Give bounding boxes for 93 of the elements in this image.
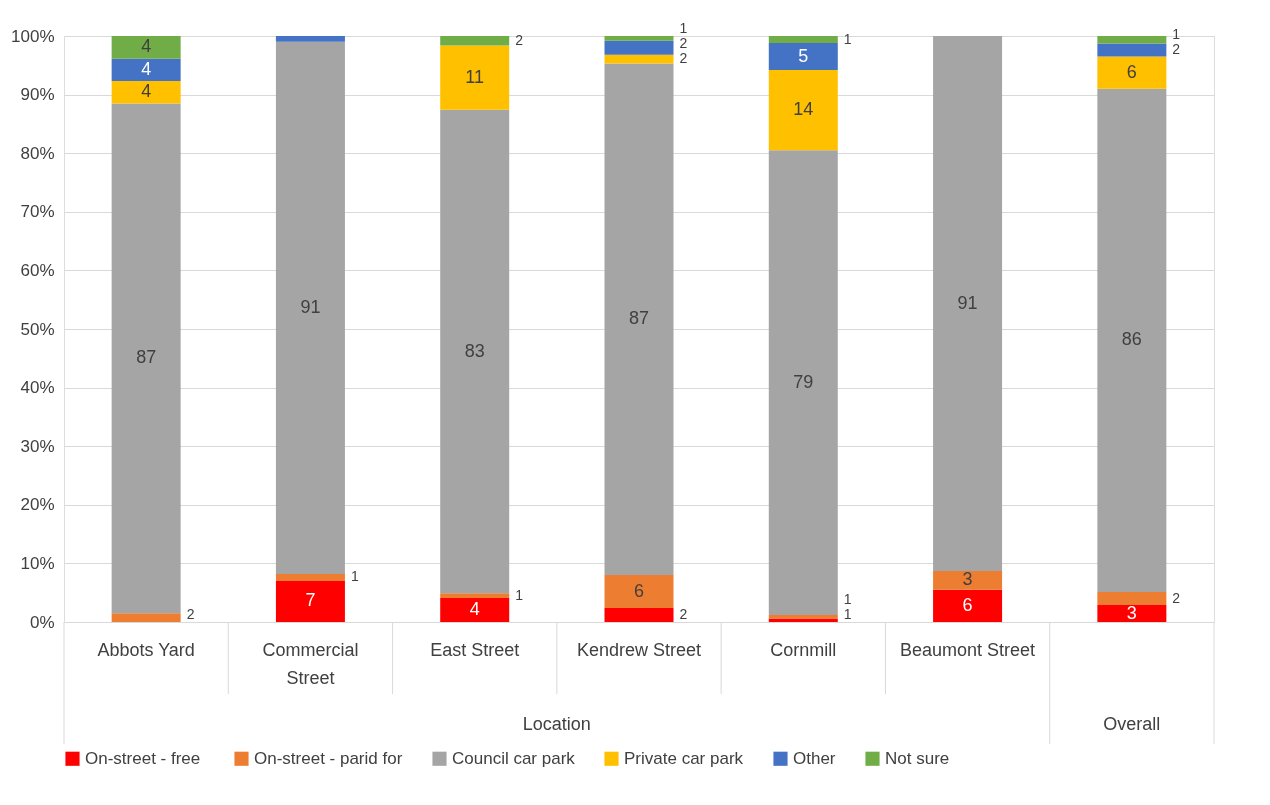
bar [275,573,345,581]
bar [440,593,510,598]
data-label: 2 [679,605,688,622]
x-tick-label: East Street [430,640,520,660]
bar [604,54,674,64]
legend-label: Council car park [452,748,576,768]
bar [768,43,838,70]
y-tick-label: 50% [20,319,55,339]
bar [111,103,181,614]
y-tick-label: 20% [20,495,55,515]
data-label: 87 [628,308,650,329]
bar [768,69,838,151]
y-tick-label: 0% [29,612,55,632]
data-label: 3 [1126,602,1137,623]
bar [111,36,181,59]
data-label: 1 [843,606,852,622]
data-label: 79 [793,371,814,392]
bar [933,36,1003,572]
bar [1097,43,1167,57]
text: Location [522,714,591,734]
bar [111,81,181,104]
data-label: 7 [305,590,316,611]
data-label: 11 [465,66,485,87]
bar [275,580,345,622]
data-label: 1 [515,586,524,603]
y-tick-label: 100% [11,26,55,46]
data-label: 6 [633,580,645,601]
bar [604,607,674,622]
legend-label: On-street - free [85,748,201,768]
data-label: 4 [469,598,480,619]
bar [275,36,345,42]
bar [768,150,838,615]
x-tick-label: Commercial Street [262,640,359,688]
data-label: 91 [300,296,321,317]
bar [933,589,1003,622]
data-label: 1 [350,568,359,585]
y-tick-label: 40% [20,378,55,398]
data-label: 2 [679,35,688,52]
y-tick-label: 90% [20,85,55,105]
data-label: 1 [843,30,852,47]
bar [768,36,838,44]
data-label: 4 [141,58,152,79]
y-tick-label: 70% [20,202,55,222]
data-label: 1 [1172,26,1181,43]
legend-label: Other [793,748,836,768]
y-tick-label: 30% [20,436,55,456]
data-label: 5 [798,45,809,66]
bar [604,36,674,41]
data-label: 87 [136,347,157,368]
bar [440,109,510,594]
bar [1097,605,1167,622]
bar [111,58,181,82]
data-label: 3 [962,569,973,590]
data-label: 1 [679,20,688,37]
data-label: 4 [141,36,152,57]
bar [440,36,510,46]
x-tick-label: Kendrew Street [576,640,702,660]
y-tick-label: 60% [20,260,55,280]
x-tick-label: Cornmill [770,640,837,660]
data-label: 1 [843,591,852,607]
bar [933,571,1003,590]
data-label: 2 [1172,589,1181,606]
bar [275,41,345,574]
bar [440,597,510,622]
legend-label: On-street - parid for [254,748,403,768]
x-tick-label: Beaumont Street [900,640,1036,660]
bar [604,575,674,608]
text: Overall [1103,714,1161,734]
data-label: 6 [1126,61,1137,82]
data-label: 2 [1172,41,1181,58]
data-label: 2 [679,50,688,67]
bar [604,40,674,55]
bar [111,613,181,622]
bar [768,618,838,622]
bar [1097,56,1167,89]
bar [1097,36,1167,44]
data-label: 2 [515,31,524,48]
y-tick-label: 10% [20,553,55,573]
data-label: 83 [464,340,485,361]
legend-label: Private car park [624,748,744,768]
legend-label: Not sure [885,748,950,768]
bar [1097,592,1167,606]
data-label: 86 [1121,329,1142,350]
data-label: 6 [962,594,973,615]
data-label: 91 [957,292,978,313]
data-label: 14 [793,99,814,120]
bar [440,45,510,110]
y-tick-label: 80% [20,143,55,163]
data-label: 4 [141,81,152,102]
bar [604,63,674,576]
bar [1097,88,1167,593]
data-label: 2 [186,606,195,622]
x-tick-label: Abbots Yard [97,640,195,660]
